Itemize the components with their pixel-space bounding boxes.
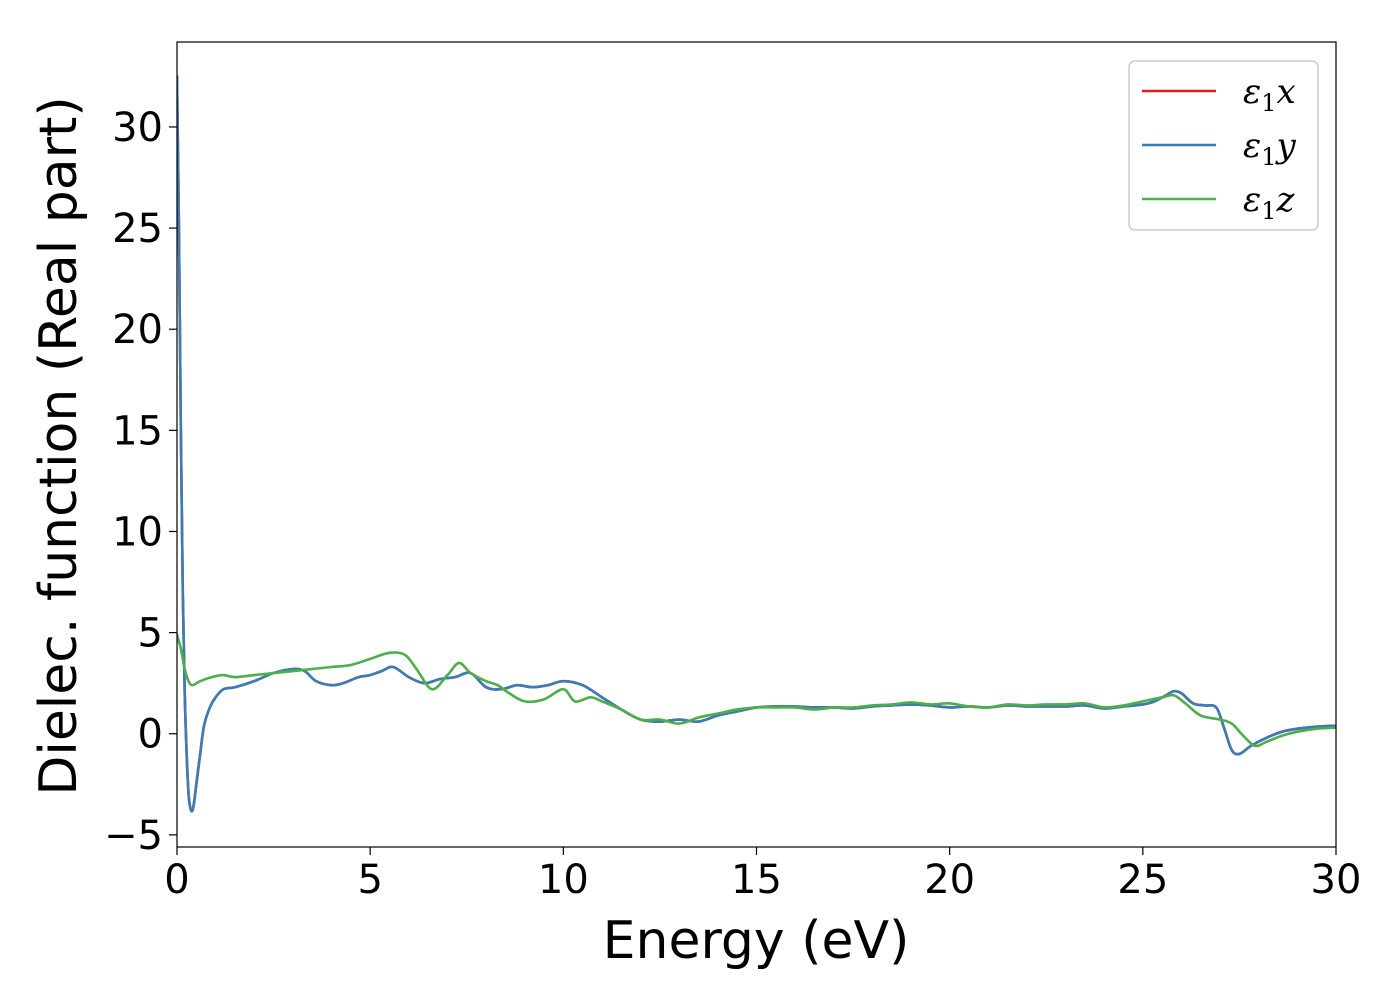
x-tick-label: 5 — [357, 857, 382, 903]
y-tick-label: 30 — [112, 105, 163, 151]
y-tick-label: 20 — [112, 307, 163, 353]
legend-box — [1128, 60, 1319, 231]
series-line-z — [177, 633, 1336, 748]
x-tick-label: 30 — [1311, 857, 1362, 903]
x-axis: 0 5 10 15 20 25 30 — [164, 847, 1361, 903]
x-tick-label: 0 — [164, 857, 189, 903]
y-axis-title: Dielec. function (Real part) — [29, 96, 89, 795]
x-tick-label: 15 — [731, 857, 782, 903]
series-layer — [177, 75, 1336, 813]
legend: ε1x ε1y ε1z — [1128, 60, 1319, 231]
x-tick-label: 25 — [1117, 857, 1168, 903]
y-tick-label: 25 — [112, 206, 163, 252]
y-tick-label: 10 — [112, 509, 163, 555]
y-tick-label: 0 — [138, 712, 163, 758]
legend-label-z: ε1z — [1243, 180, 1296, 225]
legend-label-y: ε1y — [1243, 126, 1297, 171]
x-tick-label: 10 — [538, 857, 589, 903]
x-tick-label: 20 — [924, 857, 975, 903]
x-axis-title: Energy (eV) — [603, 911, 910, 971]
y-axis: −5 0 5 10 15 20 25 30 — [104, 105, 177, 859]
y-tick-label: 5 — [138, 611, 163, 657]
legend-label-x: ε1x — [1243, 72, 1296, 117]
y-tick-label: 15 — [112, 408, 163, 454]
y-tick-label: −5 — [104, 813, 163, 859]
